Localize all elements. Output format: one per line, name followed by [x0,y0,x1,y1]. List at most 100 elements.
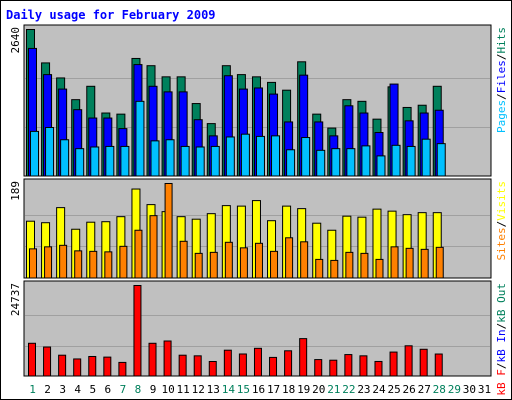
day-label: 30 [463,383,476,396]
chart-title: Daily usage for February 2009 [6,8,216,22]
day-label: 28 [433,383,446,396]
bar-kbf [223,349,232,377]
bar-pages [376,155,386,177]
bar-pages [165,139,175,177]
bar-sites [44,246,53,279]
bar-sites [420,248,429,279]
bar-kbf [284,350,293,377]
day-label: 19 [297,383,310,396]
day-label: 8 [135,383,142,396]
legend-kbytes: kB F/kB In/kB Out [495,283,508,396]
bar-pages [90,146,100,177]
y-max-label: 2640 [9,27,22,54]
bar-kbf [193,355,202,377]
bars-hits-files-pages [26,29,446,177]
bar-sites [194,252,203,279]
bar-sites [360,252,369,279]
bar-sites [345,251,354,279]
bar-sites [134,229,143,279]
bar-pages [210,145,220,177]
bar-kbf [148,342,157,377]
day-labels: 1 2 3 4 5 6 7 8 9 10 11 12 13 14 15 16 17 18 19 20 21 22 23 24 2… [29,383,491,396]
legend-hits-files-pages: Pages/Files/Hits [495,27,508,133]
bar-sites [390,246,399,279]
day-label: 6 [105,383,112,396]
day-label: 1 [29,383,36,396]
bar-kbf [118,361,127,377]
day-label: 12 [192,383,205,396]
day-label: 5 [89,383,96,396]
bar-pages [331,148,341,177]
bar-sites [254,242,263,279]
legend-entry: Sites [495,227,508,260]
day-label: 22 [342,383,355,396]
bar-kbf [103,356,112,377]
bar-pages [120,145,130,177]
bar-sites [59,244,68,279]
bar-sites [405,247,414,279]
day-label: 15 [237,383,250,396]
day-label: 16 [252,383,265,396]
bar-pages [301,137,311,177]
bar-kbf [208,360,217,377]
bar-sites [29,248,37,279]
bar-sites [104,251,113,279]
bar-sites [270,250,279,279]
legend-entry: / [495,323,508,330]
bar-pages [135,100,145,177]
bar-kbf [253,347,262,377]
bar-pages [346,148,356,177]
bar-pages [225,136,235,177]
bars-visits-sites [26,183,444,279]
day-label: 14 [222,383,236,396]
bar-kbf [404,345,413,377]
bar-pages [105,145,115,177]
bar-kbf [434,353,443,377]
day-label: 26 [403,383,416,396]
bar-pages [361,145,371,177]
bars-kbytes [28,285,443,377]
legend-entry: / [495,363,508,370]
bar-pages [45,127,55,177]
bar-sites [209,251,218,279]
day-label: 27 [418,383,431,396]
legend-entry: kB Out [495,283,508,323]
bar-pages [255,135,265,177]
bar-sites [74,250,83,279]
bar-kbf [73,358,82,377]
day-label: 2 [44,383,51,396]
legend-entry: Visits [495,181,508,221]
day-label: 25 [387,383,400,396]
bar-pages [195,146,205,177]
bar-sites [300,241,309,279]
legend-entry: kB In [495,329,508,362]
bar-pages [406,145,416,177]
bar-sites [375,258,384,279]
bar-pages [316,149,326,177]
bar-kbf [314,359,323,377]
y-max-label: 189 [9,181,22,201]
day-label: 18 [282,383,295,396]
day-label: 21 [327,383,340,396]
legend-entry: / [495,54,508,61]
bar-sites [164,183,173,279]
y-max-label: 24737 [9,283,22,316]
legend-visits-sites: Sites/Visits [495,181,508,261]
bar-kbf [163,340,172,377]
bar-pages [436,143,446,177]
bar-pages [421,138,431,177]
bar-sites [224,241,233,279]
legend-entry: Files [495,60,508,93]
bar-kbf [88,355,97,377]
bar-kbf [389,351,398,377]
bar-pages [180,145,190,177]
legend-entry: Hits [495,27,508,54]
bar-kbf [329,359,338,377]
day-label: 29 [448,383,461,396]
bar-pages [286,149,296,177]
bar-kbf [28,342,36,377]
bar-kbf [374,360,383,377]
bar-sites [285,237,294,279]
